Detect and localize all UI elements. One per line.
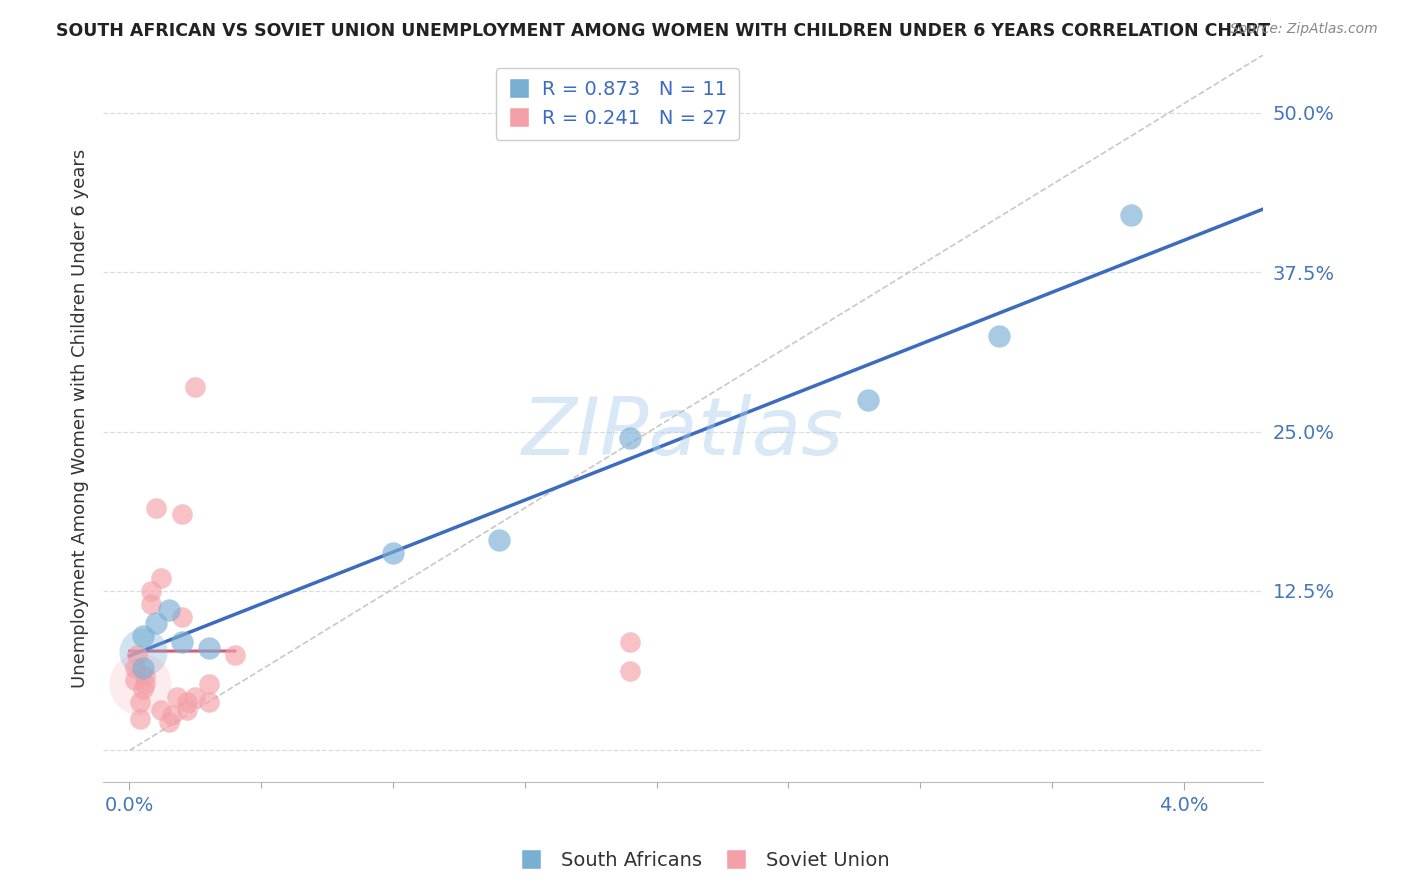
Point [166, 690, 188, 704]
Point [176, 695, 198, 709]
Point [145, 615, 167, 630]
Point [131, 629, 153, 643]
Point [131, 660, 153, 674]
Point [134, 677, 156, 691]
Point [172, 508, 194, 522]
Point [124, 660, 146, 674]
Point [382, 546, 405, 560]
Point [197, 677, 219, 691]
Y-axis label: Unemployment Among Women with Children Under 6 years: Unemployment Among Women with Children U… [72, 149, 89, 689]
Point [139, 584, 162, 599]
Point [131, 645, 153, 659]
Legend: R = 0.873   N = 11, R = 0.241   N = 27: R = 0.873 N = 11, R = 0.241 N = 27 [495, 69, 740, 139]
Text: Source: ZipAtlas.com: Source: ZipAtlas.com [1230, 22, 1378, 37]
Point [172, 635, 194, 649]
Point [176, 703, 198, 717]
Point [619, 665, 641, 679]
Point [129, 677, 152, 691]
Point [145, 501, 167, 516]
Point [127, 648, 149, 662]
Point [619, 635, 641, 649]
Point [124, 673, 146, 688]
Point [856, 392, 879, 407]
Point [134, 669, 156, 683]
Point [160, 707, 183, 722]
Point [150, 571, 173, 585]
Point [172, 609, 194, 624]
Text: ZIPatlas: ZIPatlas [522, 394, 844, 472]
Point [619, 431, 641, 445]
Point [988, 328, 1011, 343]
Point [157, 603, 180, 617]
Point [224, 648, 246, 662]
Point [1119, 208, 1142, 222]
Legend: South Africans, Soviet Union: South Africans, Soviet Union [509, 843, 897, 878]
Text: SOUTH AFRICAN VS SOVIET UNION UNEMPLOYMENT AMONG WOMEN WITH CHILDREN UNDER 6 YEA: SOUTH AFRICAN VS SOVIET UNION UNEMPLOYME… [56, 22, 1271, 40]
Point [139, 597, 162, 611]
Point [197, 695, 219, 709]
Point [129, 712, 152, 726]
Point [129, 695, 152, 709]
Point [131, 682, 153, 697]
Point [488, 533, 510, 547]
Point [184, 690, 207, 704]
Point [184, 380, 207, 394]
Point [150, 703, 173, 717]
Point [157, 715, 180, 730]
Point [197, 641, 219, 656]
